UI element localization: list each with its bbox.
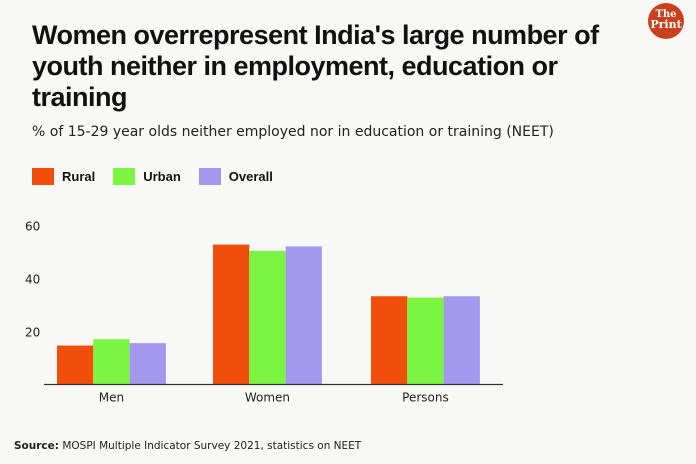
bar-rural-persons	[371, 296, 408, 385]
legend: Rural Urban Overall	[32, 168, 273, 185]
legend-swatch	[32, 168, 54, 185]
x-tick-label: Women	[245, 391, 290, 405]
bar-urban-men	[93, 339, 130, 385]
bar-rural-women	[213, 244, 250, 385]
legend-swatch	[113, 168, 136, 185]
bar-urban-persons	[407, 297, 444, 385]
legend-swatch	[198, 168, 221, 185]
legend-label: Rural	[62, 169, 96, 184]
legend-item-overall: Overall	[198, 168, 273, 185]
source-note: Source: MOSPI Multiple Indicator Survey …	[14, 440, 362, 452]
x-tick-label: Persons	[402, 391, 449, 405]
bar-overall-women	[285, 246, 322, 385]
legend-item-urban: Urban	[113, 168, 181, 185]
theprint-logo: The Print	[648, 3, 684, 39]
bar-overall-men	[129, 343, 166, 385]
y-tick-label: 20	[25, 326, 40, 340]
legend-label: Overall	[228, 169, 273, 184]
y-tick-label: 60	[25, 220, 40, 234]
chart-title: Women overrepresent India's large number…	[32, 20, 599, 112]
bar-rural-men	[57, 345, 94, 385]
legend-item-rural: Rural	[32, 168, 95, 185]
chart-subtitle: % of 15-29 year olds neither employed no…	[32, 124, 554, 140]
legend-label: Urban	[143, 169, 181, 184]
x-tick-label: Men	[99, 391, 124, 405]
bar-urban-women	[249, 250, 286, 385]
bar-overall-persons	[443, 296, 480, 385]
y-tick-label: 40	[25, 273, 40, 287]
